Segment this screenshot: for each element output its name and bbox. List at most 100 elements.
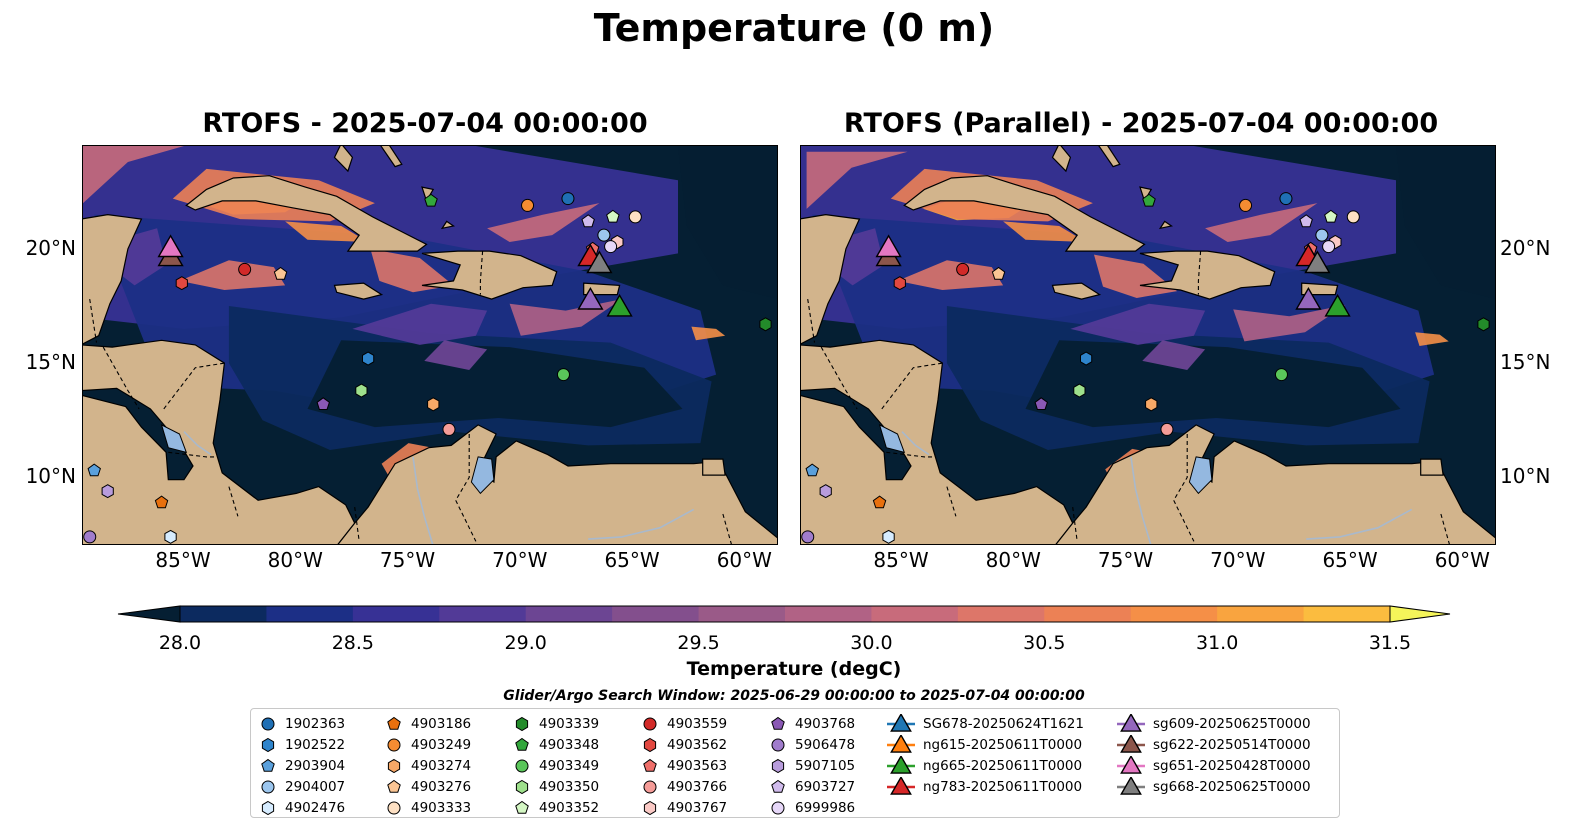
argo-float-4903186[interactable] [872, 495, 887, 509]
argo-float-2904007[interactable] [1315, 228, 1329, 242]
argo-float-6999986[interactable] [1322, 240, 1336, 254]
legend-marker[interactable] [261, 717, 275, 730]
glider-sg609-20250625T0000[interactable] [1295, 287, 1322, 310]
argo-float-4902476[interactable] [164, 529, 177, 544]
argo-float-4903274[interactable] [1145, 397, 1158, 412]
argo-float-4903350[interactable] [1073, 383, 1086, 398]
argo-float-4903348[interactable] [424, 193, 438, 207]
argo-float-4903276[interactable] [991, 266, 1006, 280]
glider-sg609-20250625T0000[interactable] [577, 287, 604, 310]
lon-tick-label: 80°W [267, 548, 323, 572]
temperature-contour [806, 151, 908, 209]
argo-float-4903186[interactable] [154, 495, 169, 509]
argo-float-5906478[interactable] [801, 530, 815, 544]
legend-marker[interactable] [643, 737, 657, 752]
legend-marker[interactable] [771, 716, 785, 730]
argo-float-4903339[interactable] [759, 317, 772, 332]
legend-column: 4903768 5906478 5907105 6903727 6999986 [769, 713, 855, 818]
legend-marker[interactable] [1120, 755, 1142, 774]
legend-marker[interactable] [387, 801, 401, 814]
argo-float-4903339[interactable] [1477, 317, 1490, 332]
legend-marker[interactable] [890, 713, 912, 732]
legend-marker[interactable] [387, 738, 401, 751]
legend-marker[interactable] [261, 780, 275, 793]
right-map-panel[interactable] [800, 145, 1496, 545]
argo-float-2904007[interactable] [597, 228, 611, 242]
argo-float-4903559[interactable] [238, 262, 252, 276]
argo-float-4903350[interactable] [355, 383, 368, 398]
legend-marker[interactable] [771, 779, 785, 793]
argo-float-4903333[interactable] [1346, 210, 1360, 224]
argo-float-4903768[interactable] [316, 397, 330, 410]
argo-float-1902522[interactable] [362, 351, 375, 366]
argo-float-4903249[interactable] [1239, 198, 1253, 212]
legend-marker[interactable] [261, 800, 275, 815]
glider-ng665-20250611T0000[interactable] [1324, 293, 1351, 317]
legend-marker[interactable] [771, 738, 785, 751]
argo-float-4903349[interactable] [1274, 368, 1288, 382]
argo-float-2903904[interactable] [87, 463, 101, 477]
legend-label: 4903186 [411, 715, 472, 732]
legend-marker[interactable] [643, 800, 657, 815]
argo-float-5907105[interactable] [101, 484, 114, 499]
argo-float-4903349[interactable] [556, 368, 570, 382]
glider-sg668-20250625T0000[interactable] [1304, 250, 1331, 274]
glider-sg651-20250428T0000[interactable] [875, 234, 902, 258]
legend-entry: 4903333 [385, 797, 471, 818]
argo-float-4903562[interactable] [175, 276, 188, 291]
argo-float-4903276[interactable] [273, 266, 288, 280]
legend-marker[interactable] [261, 758, 275, 772]
legend-marker[interactable] [771, 801, 785, 814]
glider-sg668-20250625T0000[interactable] [586, 250, 613, 274]
legend-marker[interactable] [515, 779, 529, 794]
argo-float-4903766[interactable] [1160, 422, 1174, 436]
argo-float-4903348[interactable] [1142, 193, 1156, 207]
argo-float-4903352[interactable] [606, 209, 620, 223]
legend-marker[interactable] [1120, 776, 1142, 795]
glider-ng665-20250611T0000[interactable] [606, 293, 633, 317]
legend-label: 5907105 [795, 757, 856, 774]
legend-marker[interactable] [515, 737, 529, 751]
legend-marker[interactable] [387, 758, 401, 773]
legend-marker[interactable] [1120, 713, 1142, 732]
legend-marker[interactable] [643, 780, 657, 793]
argo-float-4902476[interactable] [882, 529, 895, 544]
argo-float-1902363[interactable] [1279, 192, 1293, 206]
legend-marker[interactable] [890, 755, 912, 774]
argo-float-4903562[interactable] [893, 276, 906, 291]
argo-float-5907105[interactable] [819, 484, 832, 499]
argo-float-4903249[interactable] [521, 198, 535, 212]
argo-float-4903274[interactable] [427, 397, 440, 412]
legend-label: 4903767 [667, 799, 728, 816]
argo-float-6903727[interactable] [1299, 214, 1313, 228]
legend-marker[interactable] [261, 737, 275, 752]
argo-float-2903904[interactable] [805, 463, 819, 477]
argo-float-4903352[interactable] [1324, 209, 1338, 223]
argo-float-4903768[interactable] [1034, 397, 1048, 410]
legend-marker[interactable] [890, 776, 912, 795]
argo-float-5906478[interactable] [83, 530, 97, 544]
legend-marker[interactable] [387, 716, 401, 730]
argo-float-6903727[interactable] [581, 214, 595, 228]
legend-marker[interactable] [643, 758, 657, 772]
legend-marker[interactable] [515, 759, 529, 772]
argo-float-1902522[interactable] [1080, 351, 1093, 366]
land [83, 213, 143, 345]
legend-marker[interactable] [387, 779, 401, 793]
argo-float-4903559[interactable] [956, 262, 970, 276]
lon-tick-label: 60°W [1434, 548, 1490, 572]
legend-entry: 1902522 [259, 734, 345, 755]
legend-marker[interactable] [515, 716, 529, 731]
argo-float-4903766[interactable] [442, 422, 456, 436]
legend-marker[interactable] [1120, 734, 1142, 753]
argo-float-1902363[interactable] [561, 192, 575, 206]
legend-marker[interactable] [643, 717, 657, 730]
legend-marker[interactable] [515, 800, 529, 814]
legend-marker[interactable] [890, 734, 912, 753]
left-map-panel[interactable] [82, 145, 778, 545]
legend-marker[interactable] [771, 758, 785, 773]
colorbar-segment [1303, 606, 1391, 622]
argo-float-4903333[interactable] [628, 210, 642, 224]
glider-sg651-20250428T0000[interactable] [157, 234, 184, 258]
argo-float-6999986[interactable] [604, 240, 618, 254]
